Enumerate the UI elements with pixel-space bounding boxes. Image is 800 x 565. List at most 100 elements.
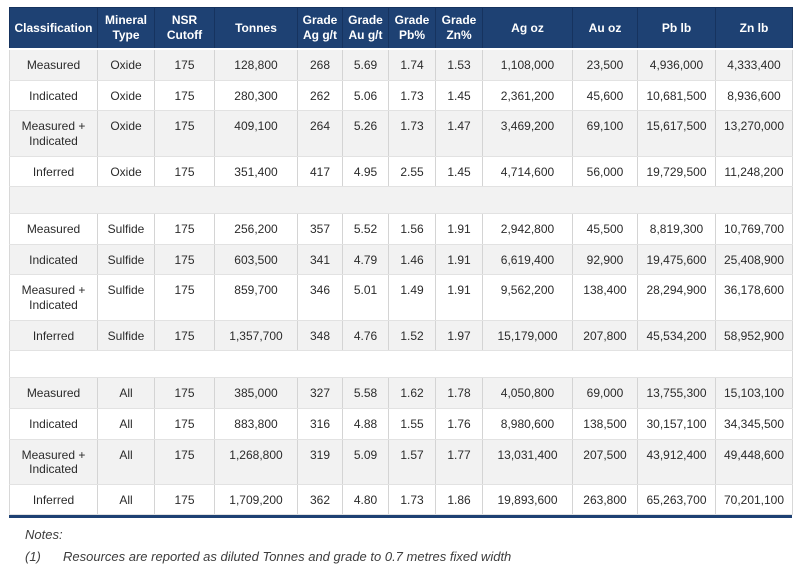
table-cell: 603,500 (214, 244, 298, 276)
table-cell: 5.26 (342, 110, 389, 157)
table-cell: Measured (9, 377, 98, 409)
spacer-cell (9, 186, 793, 215)
table-cell: 357 (297, 213, 343, 245)
table-cell: 175 (154, 484, 215, 516)
table-cell: 385,000 (214, 377, 298, 409)
column-header: Mineral Type (97, 7, 155, 50)
table-cell: 316 (297, 408, 343, 440)
table-cell: 4,333,400 (715, 49, 793, 81)
table-cell: 1.86 (435, 484, 483, 516)
table-cell: Sulfide (97, 213, 155, 245)
table-cell: 45,600 (572, 80, 638, 112)
table-cell: 5.09 (342, 439, 389, 485)
table-cell: 1.49 (388, 274, 436, 321)
column-header: Zn lb (715, 7, 793, 50)
table-cell: 36,178,600 (715, 274, 793, 321)
table-cell: 15,103,100 (715, 377, 793, 409)
notes-title: Notes: (25, 527, 63, 543)
table-cell: 9,562,200 (482, 274, 573, 321)
table-cell: Indicated (9, 80, 98, 112)
table-cell: Sulfide (97, 320, 155, 352)
table-cell: 175 (154, 244, 215, 276)
table-cell: 4,714,600 (482, 156, 573, 188)
table-cell: 1.62 (388, 377, 436, 409)
table-cell: Oxide (97, 110, 155, 157)
table-cell: 175 (154, 408, 215, 440)
table-cell: 1.53 (435, 49, 483, 81)
table-cell: 56,000 (572, 156, 638, 188)
note-item: (1) Resources are reported as diluted To… (25, 548, 791, 565)
column-header: Classification (9, 7, 98, 50)
table-cell: 4,050,800 (482, 377, 573, 409)
table-cell: 92,900 (572, 244, 638, 276)
table-cell: 1.55 (388, 408, 436, 440)
table-cell: 175 (154, 320, 215, 352)
mineral-resource-table-wrap: Classification Mineral Type NSR Cutoff Tonn… (9, 7, 793, 519)
table-row: Indicated All 175 883,800 316 4.88 1.55 1.76 8,9… (9, 408, 793, 440)
table-row: Measured + Indicated All 175 1,268,800 319 5.… (9, 439, 793, 485)
table-cell: 6,619,400 (482, 244, 573, 276)
table-cell: 175 (154, 110, 215, 157)
table-cell: 341 (297, 244, 343, 276)
table-cell: Indicated (9, 244, 98, 276)
table-cell: 4.79 (342, 244, 389, 276)
table-cell: 25,408,900 (715, 244, 793, 276)
table-cell: 30,157,100 (637, 408, 716, 440)
table-cell: 1.78 (435, 377, 483, 409)
table-cell: 1.74 (388, 49, 436, 81)
table-cell: 859,700 (214, 274, 298, 321)
table-cell: Inferred (9, 156, 98, 188)
table-cell: Oxide (97, 80, 155, 112)
table-cell: 4.95 (342, 156, 389, 188)
table-cell: Indicated (9, 408, 98, 440)
table-cell: 1.91 (435, 274, 483, 321)
note-number: (1) (25, 549, 41, 565)
table-cell: Sulfide (97, 274, 155, 321)
table-row: Inferred Sulfide 175 1,357,700 348 4.76 1.52 1.… (9, 320, 793, 352)
notes-section: Notes: (1) Resources are reported as dil… (25, 527, 791, 565)
table-cell: 65,263,700 (637, 484, 716, 516)
table-cell: 13,755,300 (637, 377, 716, 409)
table-cell: Measured (9, 213, 98, 245)
table-cell: 13,270,000 (715, 110, 793, 157)
table-cell: 23,500 (572, 49, 638, 81)
table-cell: 1.52 (388, 320, 436, 352)
table-row: Measured Oxide 175 128,800 268 5.69 1.74 1.53 1,… (9, 49, 793, 81)
table-cell: 1.77 (435, 439, 483, 485)
table-cell: 175 (154, 213, 215, 245)
table-cell: All (97, 377, 155, 409)
table-cell: 883,800 (214, 408, 298, 440)
table-cell: Inferred (9, 320, 98, 352)
table-cell: 8,980,600 (482, 408, 573, 440)
table-cell: 5.69 (342, 49, 389, 81)
column-header: Ag oz (482, 7, 573, 50)
column-header: Tonnes (214, 7, 298, 50)
table-cell: All (97, 408, 155, 440)
column-header: Grade Au g/t (342, 7, 389, 50)
table-cell: 1,709,200 (214, 484, 298, 516)
table-cell: 43,912,400 (637, 439, 716, 485)
table-cell: Measured + Indicated (9, 439, 98, 485)
table-cell: 175 (154, 377, 215, 409)
table-cell: 4.80 (342, 484, 389, 516)
table-row: Inferred All 175 1,709,200 362 4.80 1.73 1.86 19… (9, 484, 793, 516)
column-header: Au oz (572, 7, 638, 50)
table-cell: 8,936,600 (715, 80, 793, 112)
table-cell: 138,400 (572, 274, 638, 321)
table-cell: 207,500 (572, 439, 638, 485)
table-cell: 3,469,200 (482, 110, 573, 157)
table-cell: 268 (297, 49, 343, 81)
column-header: Grade Ag g/t (297, 7, 343, 50)
table-row: Measured All 175 385,000 327 5.58 1.62 1.78 4,05… (9, 377, 793, 409)
table-cell: 1.73 (388, 80, 436, 112)
table-cell: 1,108,000 (482, 49, 573, 81)
table-row: Indicated Sulfide 175 603,500 341 4.79 1.46 1.9… (9, 244, 793, 276)
table-cell: 4.88 (342, 408, 389, 440)
header-row: Classification Mineral Type NSR Cutoff Tonn… (9, 7, 793, 50)
table-cell: 319 (297, 439, 343, 485)
table-cell: 1.91 (435, 213, 483, 245)
table-cell: Inferred (9, 484, 98, 516)
table-cell: 34,345,500 (715, 408, 793, 440)
table-cell: 5.58 (342, 377, 389, 409)
table-cell: 262 (297, 80, 343, 112)
